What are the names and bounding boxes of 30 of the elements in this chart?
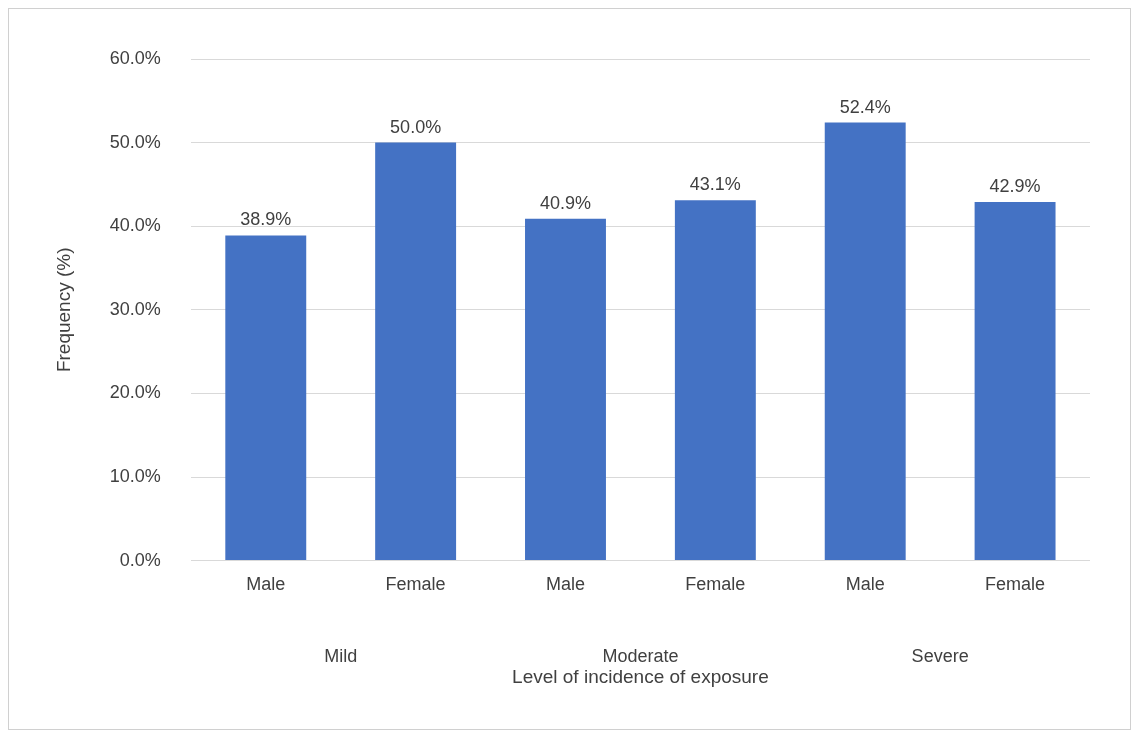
x-tick-label: Male <box>545 574 585 595</box>
y-tick-label: 40.0% <box>109 215 161 236</box>
x-tick-label: Female <box>685 574 746 595</box>
y-tick-label: 0.0% <box>119 549 161 570</box>
y-tick-label: 60.0% <box>109 47 161 68</box>
bar <box>974 201 1056 561</box>
data-label: 38.9% <box>240 209 292 230</box>
text: Moderate <box>602 645 679 666</box>
y-axis-title: Frequency (%) <box>52 247 74 373</box>
y-tick-label: 30.0% <box>109 298 161 319</box>
data-label: 40.9% <box>539 192 592 213</box>
x-tick-label: Female <box>385 574 446 595</box>
text: Severe <box>911 645 969 666</box>
bar <box>674 200 756 561</box>
text: Mild <box>324 645 358 666</box>
bar <box>375 142 457 561</box>
x-tick-label: Male <box>845 574 885 595</box>
y-tick-label: 50.0% <box>109 131 161 152</box>
x-axis-title: Level of incidence of exposure <box>512 665 769 687</box>
data-label: 52.4% <box>839 96 891 117</box>
data-label: 42.9% <box>989 175 1041 196</box>
y-tick-label: 10.0% <box>109 465 161 486</box>
data-label: 50.0% <box>390 116 442 137</box>
data-label: 43.1% <box>689 174 741 195</box>
bar <box>525 218 606 561</box>
x-tick-label: Female <box>985 574 1046 595</box>
bar <box>824 122 906 561</box>
x-tick-label: Male <box>246 574 286 595</box>
y-tick-label: 20.0% <box>109 382 161 403</box>
bar <box>225 235 307 561</box>
